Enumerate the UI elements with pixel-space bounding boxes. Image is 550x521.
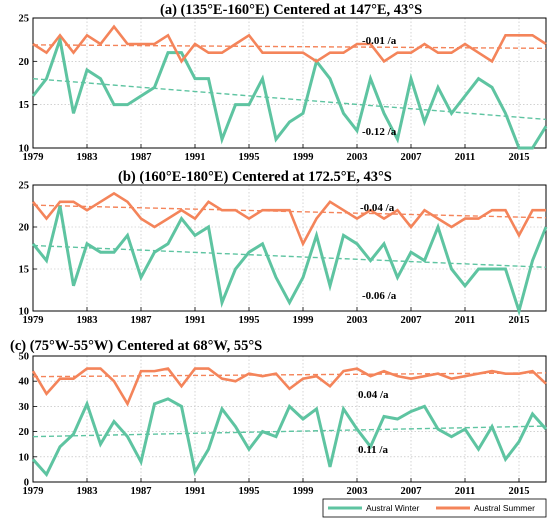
- y-tick-label: 10: [19, 144, 30, 155]
- x-tick-label: 2003: [347, 152, 368, 163]
- x-tick-label: 1979: [23, 152, 44, 163]
- y-tick-label: 50: [19, 352, 30, 363]
- plot-frame: [32, 184, 547, 312]
- x-tick-label: 1979: [23, 486, 44, 497]
- plot-frame: [32, 17, 547, 149]
- trend-label: -0.12 /a: [362, 126, 397, 138]
- x-tick-label: 2007: [401, 315, 422, 326]
- x-tick-label: 1999: [293, 315, 314, 326]
- y-tick-label: 20: [19, 223, 30, 234]
- x-tick-label: 1991: [185, 315, 206, 326]
- x-tick-label: 1995: [239, 315, 260, 326]
- y-tick-label: 15: [19, 265, 30, 276]
- x-tick-label: 2015: [509, 152, 530, 163]
- x-tick-label: 1987: [131, 315, 152, 326]
- y-tick-label: 25: [19, 14, 30, 25]
- chart-title: (a) (135°E-160°E) Centered at 147°E, 43°…: [160, 2, 422, 18]
- x-tick-label: 2003: [347, 486, 368, 497]
- winter-trend-line: [32, 244, 547, 269]
- x-tick-label: 1995: [239, 486, 260, 497]
- trend-label: -0.01 /a: [362, 35, 397, 47]
- trend-label: -0.04 /a: [360, 202, 395, 214]
- summer-series-line: [32, 24, 547, 64]
- x-tick-label: 1999: [293, 152, 314, 163]
- chart-title: (c) (75°W-55°W) Centered at 68°W, 55°S: [10, 338, 262, 354]
- plot-frame: [32, 355, 547, 483]
- x-tick-label: 2007: [401, 486, 422, 497]
- winter-trend-line: [32, 425, 547, 438]
- x-tick-label: 1995: [239, 152, 260, 163]
- chart-panel-0: (a) (135°E-160°E) Centered at 147°E, 43°…: [19, 2, 548, 163]
- y-tick-label: 0: [24, 478, 29, 489]
- y-tick-label: 10: [19, 452, 30, 463]
- x-tick-label: 1991: [185, 152, 206, 163]
- x-tick-label: 1983: [77, 486, 98, 497]
- winter-series-line: [31, 397, 548, 478]
- winter-series-line: [31, 205, 548, 317]
- x-tick-label: 1999: [293, 486, 314, 497]
- summer-trend-line: [32, 372, 547, 378]
- x-tick-label: 2011: [455, 315, 475, 326]
- winter-trend-line: [32, 77, 547, 121]
- winter-series-line: [31, 33, 548, 150]
- y-tick-label: 15: [19, 100, 30, 111]
- chart-panel-2: (c) (75°W-55°W) Centered at 68°W, 55°S01…: [10, 338, 548, 497]
- x-tick-label: 1987: [131, 152, 152, 163]
- x-tick-label: 2007: [401, 152, 422, 163]
- x-tick-label: 1983: [77, 152, 98, 163]
- trend-label: 0.04 /a: [358, 389, 389, 401]
- x-tick-label: 2015: [509, 486, 530, 497]
- x-tick-label: 1991: [185, 486, 206, 497]
- y-tick-label: 30: [19, 402, 30, 413]
- x-tick-label: 1983: [77, 315, 98, 326]
- x-tick-label: 1979: [23, 315, 44, 326]
- summer-series-line: [31, 191, 546, 247]
- legend-box: [322, 498, 547, 518]
- x-tick-label: 1987: [131, 486, 152, 497]
- legend-summer-label: Austral Summer: [474, 503, 535, 513]
- trend-label: 0.11 /a: [358, 444, 388, 456]
- x-tick-label: 2011: [455, 152, 475, 163]
- y-tick-label: 20: [19, 427, 30, 438]
- trend-label: -0.06 /a: [362, 290, 397, 302]
- x-tick-label: 2015: [509, 315, 530, 326]
- chart-panel-1: (b) (160°E-180°E) Centered at 172.5°E, 4…: [19, 169, 548, 326]
- summer-series-line: [31, 367, 547, 407]
- x-tick-label: 2003: [347, 315, 368, 326]
- chart-title: (b) (160°E-180°E) Centered at 172.5°E, 4…: [118, 169, 392, 185]
- y-tick-label: 10: [19, 307, 30, 318]
- legend-winter-label: Austral Winter: [366, 503, 420, 513]
- y-tick-label: 20: [19, 57, 30, 68]
- y-tick-label: 25: [19, 181, 30, 192]
- legend: Austral Winter Austral Summer: [322, 498, 547, 518]
- x-tick-label: 2011: [455, 486, 475, 497]
- y-tick-label: 40: [19, 377, 30, 388]
